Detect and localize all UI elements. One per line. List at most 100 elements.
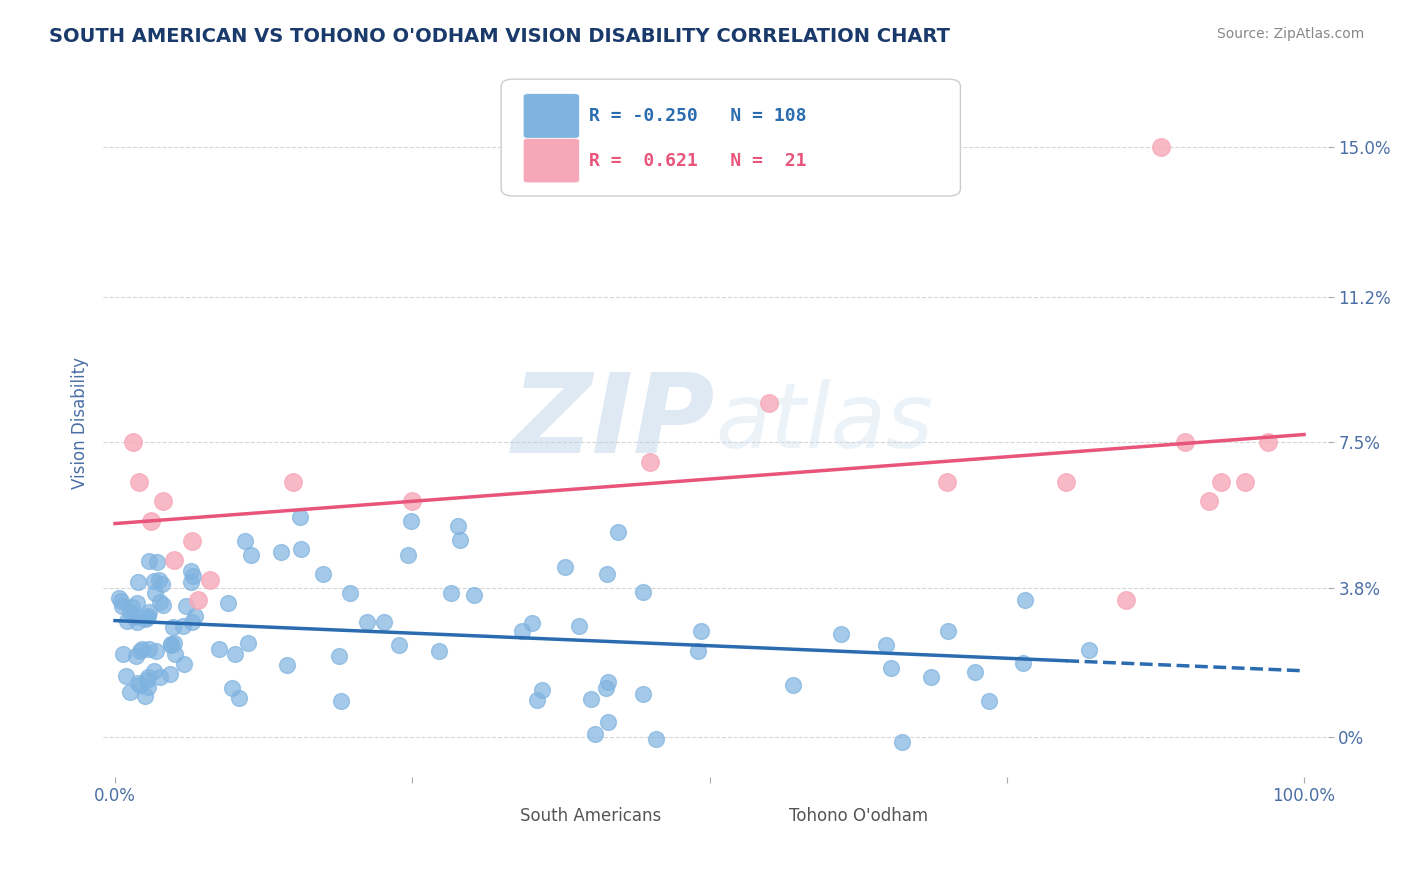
Point	[396, 548, 419, 562]
Point	[598, 674, 620, 689]
Point	[373, 615, 395, 630]
Point	[1078, 643, 1101, 657]
Point	[221, 681, 243, 695]
Point	[447, 518, 470, 533]
Point	[530, 682, 553, 697]
Point	[107, 591, 129, 606]
Point	[875, 638, 897, 652]
Point	[138, 554, 160, 568]
Point	[401, 514, 423, 528]
Point	[121, 435, 143, 450]
Point	[1012, 657, 1035, 671]
Point	[240, 548, 263, 562]
Point	[1054, 475, 1077, 489]
Point	[127, 575, 149, 590]
Point	[145, 644, 167, 658]
Point	[1198, 494, 1220, 508]
Point	[127, 676, 149, 690]
Point	[936, 624, 959, 639]
Point	[526, 693, 548, 707]
Text: atlas: atlas	[716, 378, 934, 467]
Point	[134, 689, 156, 703]
Point	[181, 569, 204, 583]
Point	[159, 667, 181, 681]
Point	[135, 673, 157, 687]
Point	[134, 612, 156, 626]
Point	[440, 586, 463, 600]
Point	[979, 694, 1001, 708]
Point	[463, 588, 485, 602]
Point	[1209, 475, 1232, 489]
Point	[143, 574, 166, 589]
Point	[1115, 592, 1137, 607]
Point	[115, 615, 138, 629]
Point	[631, 584, 654, 599]
Point	[129, 678, 152, 692]
Point	[187, 592, 209, 607]
Point	[1174, 435, 1197, 450]
Point	[891, 735, 914, 749]
Point	[312, 566, 335, 581]
Point	[110, 594, 132, 608]
Point	[782, 678, 804, 692]
FancyBboxPatch shape	[523, 138, 579, 183]
Point	[595, 681, 617, 695]
Point	[638, 455, 661, 469]
Point	[136, 609, 159, 624]
FancyBboxPatch shape	[735, 802, 779, 830]
Point	[1233, 475, 1256, 489]
Point	[401, 494, 423, 508]
Point	[224, 647, 246, 661]
Point	[356, 615, 378, 629]
Point	[607, 524, 630, 539]
Text: Tohono O'odham: Tohono O'odham	[789, 806, 928, 824]
FancyBboxPatch shape	[523, 94, 579, 138]
Point	[121, 599, 143, 614]
Point	[276, 657, 298, 672]
Point	[152, 598, 174, 612]
Point	[138, 642, 160, 657]
Point	[145, 586, 167, 600]
Point	[136, 611, 159, 625]
Point	[554, 560, 576, 574]
Point	[160, 638, 183, 652]
Point	[180, 574, 202, 589]
Point	[963, 665, 986, 679]
Point	[1150, 140, 1173, 154]
Point	[125, 615, 148, 629]
Point	[228, 690, 250, 705]
Point	[758, 396, 780, 410]
Point	[120, 685, 142, 699]
Point	[427, 644, 450, 658]
Text: South Americans: South Americans	[520, 806, 661, 824]
Point	[183, 609, 205, 624]
Point	[160, 637, 183, 651]
Point	[596, 566, 619, 581]
FancyBboxPatch shape	[465, 802, 510, 830]
Point	[645, 732, 668, 747]
Point	[631, 687, 654, 701]
Point	[128, 475, 150, 489]
Point	[880, 661, 903, 675]
Point	[115, 669, 138, 683]
Point	[163, 647, 186, 661]
Point	[127, 596, 149, 610]
Point	[520, 615, 543, 630]
Point	[111, 599, 134, 614]
Point	[150, 577, 173, 591]
Point	[290, 541, 312, 556]
Point	[136, 680, 159, 694]
Point	[583, 727, 606, 741]
Point	[288, 510, 311, 524]
Text: R =  0.621   N =  21: R = 0.621 N = 21	[589, 152, 807, 169]
Text: ZIP: ZIP	[512, 369, 716, 476]
Point	[180, 615, 202, 629]
FancyBboxPatch shape	[501, 79, 960, 196]
Point	[125, 648, 148, 663]
Point	[1257, 435, 1279, 450]
Point	[450, 533, 472, 547]
Point	[120, 605, 142, 619]
Point	[830, 627, 852, 641]
Point	[180, 564, 202, 578]
Point	[217, 596, 239, 610]
